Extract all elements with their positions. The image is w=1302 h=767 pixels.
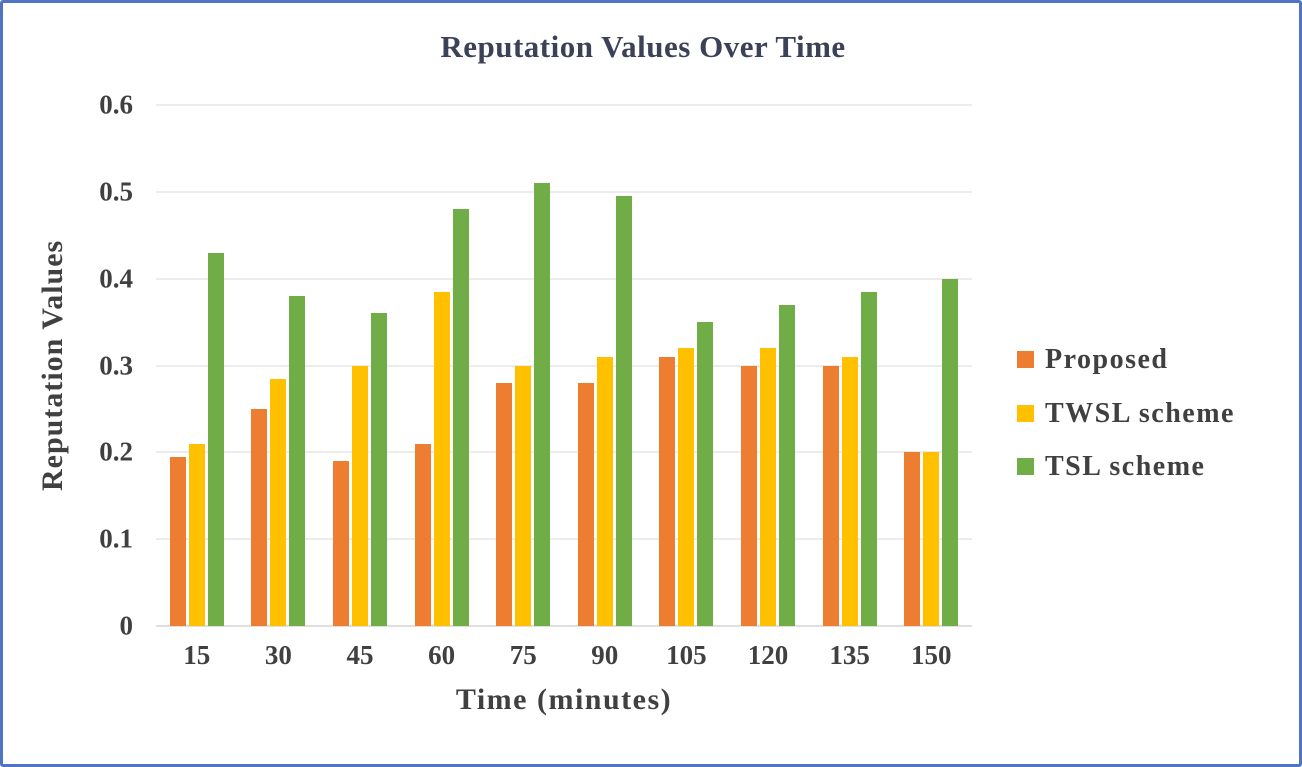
x-axis-title: Time (minutes) [455,683,673,716]
gridline-0.4 [156,278,972,280]
legend-swatch-icon [1017,458,1034,476]
bar-twsl-scheme-75 [515,365,532,626]
x-tick-label-75: 75 [509,640,537,670]
bar-proposed-105 [659,356,676,626]
bar-group-60 [414,105,469,626]
bar-proposed-75 [496,382,513,626]
bar-group-135 [822,105,877,626]
y-tick-label-0.3: 0.3 [99,350,133,380]
bar-proposed-15 [169,456,186,626]
chart-title: Reputation Values Over Time [440,29,846,64]
legend-item-tsl-scheme: TSL scheme [1017,450,1235,484]
legend-label-proposed: Proposed [1045,344,1169,375]
bar-proposed-150 [904,452,921,626]
bar-tsl-scheme-105 [697,322,714,626]
bar-tsl-scheme-90 [615,196,632,626]
gridline-0.5 [156,191,972,193]
bar-group-105 [659,105,714,626]
bar-group-150 [904,105,959,626]
legend-label-twsl-scheme: TWSL scheme [1045,397,1235,429]
gridline-0.6 [156,104,972,106]
bar-tsl-scheme-120 [779,304,795,626]
bar-proposed-45 [333,461,349,626]
bar-proposed-135 [822,365,839,626]
bar-proposed-60 [414,443,431,626]
bar-twsl-scheme-60 [433,291,450,626]
gridline-0.1 [156,538,972,540]
legend-item-twsl-scheme: TWSL scheme [1017,397,1235,431]
bar-group-90 [577,105,632,626]
x-tick-label-105: 105 [666,640,707,670]
bar-proposed-90 [577,382,594,626]
bar-proposed-30 [251,408,268,626]
bar-tsl-scheme-60 [452,209,469,626]
bar-group-15 [169,105,224,626]
bar-group-45 [333,105,387,626]
bar-group-30 [251,105,306,626]
gridline-0 [156,625,972,627]
legend-label-tsl-scheme: TSL scheme [1045,451,1206,483]
y-tick-label-0.4: 0.4 [99,263,133,294]
gridline-0.3 [156,365,972,366]
bar-twsl-scheme-105 [678,348,695,626]
bar-tsl-scheme-135 [860,291,877,626]
y-tick-label-0: 0 [119,610,134,641]
bar-proposed-120 [741,365,757,626]
legend-swatch-icon [1017,351,1034,369]
y-tick-label-0.2: 0.2 [99,436,133,467]
x-tick-label-30: 30 [264,640,292,670]
x-tick-label-90: 90 [591,640,619,670]
bar-tsl-scheme-15 [207,252,224,626]
x-tick-label-15: 15 [183,640,211,670]
x-tick-label-120: 120 [747,640,789,670]
bar-group-75 [496,105,551,626]
bar-twsl-scheme-45 [352,365,368,626]
x-tick-label-150: 150 [910,640,952,670]
bar-tsl-scheme-45 [371,313,387,626]
bar-twsl-scheme-150 [923,452,940,626]
y-tick-label-0.5: 0.5 [99,176,133,207]
x-tick-label-60: 60 [428,640,456,670]
legend-item-proposed: Proposed [1017,343,1235,377]
legend-swatch-icon [1017,404,1034,422]
y-tick-label-0.6: 0.6 [99,89,133,120]
bar-tsl-scheme-75 [534,183,551,626]
bar-twsl-scheme-30 [270,378,287,626]
bar-tsl-scheme-150 [942,278,959,626]
legend: Proposed TWSL scheme TSL scheme [1017,343,1235,484]
bar-twsl-scheme-120 [760,348,776,626]
x-tick-label-135: 135 [829,640,870,670]
x-tick-label-45: 45 [346,640,374,670]
bar-twsl-scheme-90 [596,356,613,626]
y-axis-title: Reputation Values [36,239,69,492]
gridline-0.2 [156,451,972,453]
bar-twsl-scheme-15 [188,443,205,626]
bar-twsl-scheme-135 [841,356,858,626]
y-tick-label-0.1: 0.1 [99,523,133,554]
bar-group-120 [741,105,795,626]
bar-tsl-scheme-30 [289,296,306,626]
plot-area: 0 0.1 0.2 0.3 0.4 0.5 0.6 15 30 45 60 75 90 105 120 135… [99,91,972,669]
